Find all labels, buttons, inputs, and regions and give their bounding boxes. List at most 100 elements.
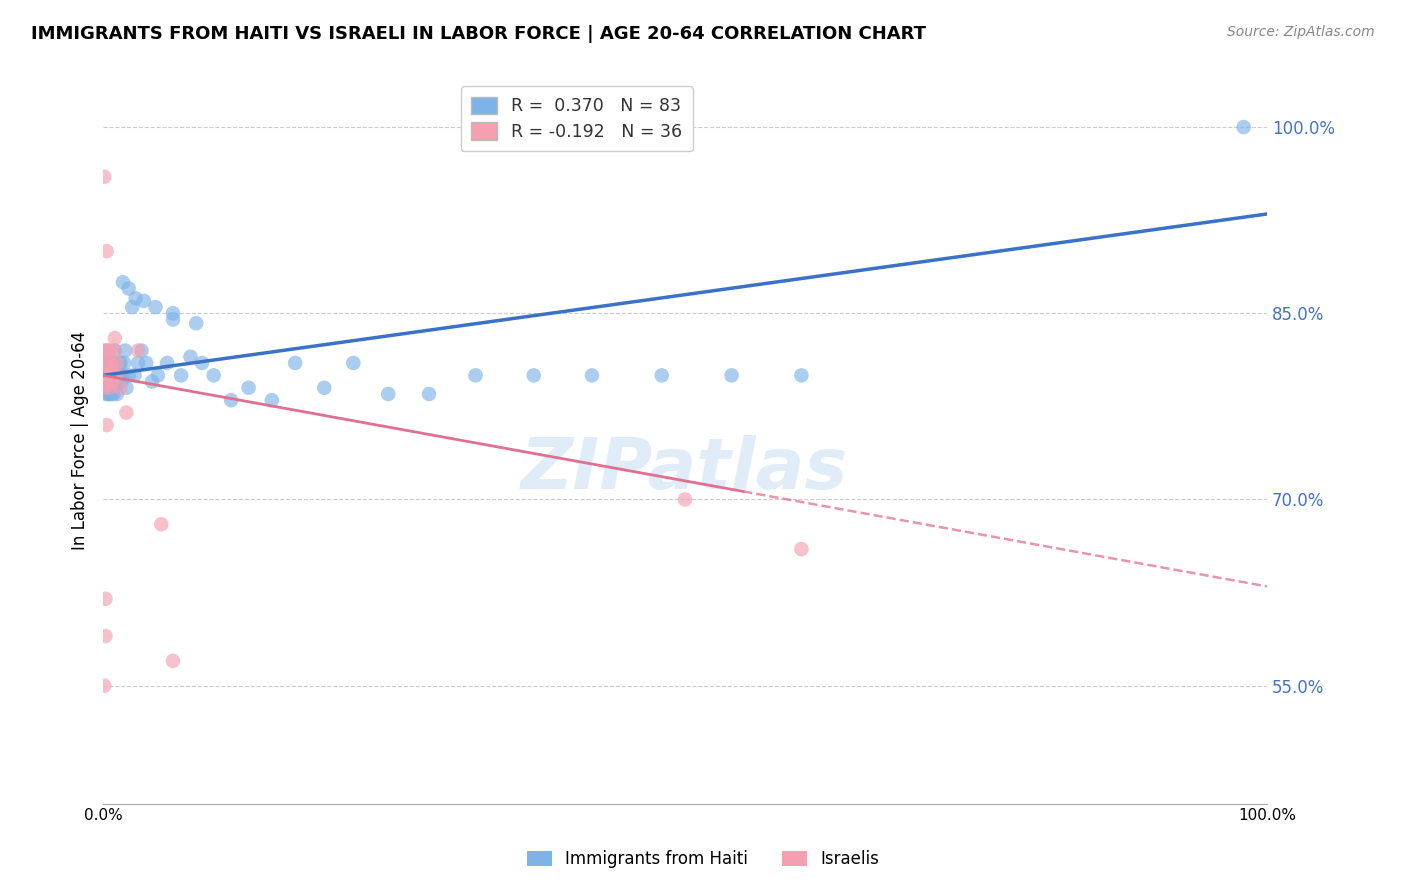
Point <box>96 381 118 395</box>
Point <box>97 381 120 395</box>
Point <box>111 368 134 383</box>
Point <box>111 275 134 289</box>
Point <box>96 368 118 383</box>
Point <box>98 368 121 383</box>
Point <box>94 375 117 389</box>
Point <box>127 343 149 358</box>
Point <box>96 343 118 358</box>
Point <box>162 306 184 320</box>
Point <box>98 381 121 395</box>
Point <box>104 368 127 383</box>
Point <box>162 312 184 326</box>
Point <box>132 293 155 308</box>
Point <box>342 356 364 370</box>
Point <box>162 654 184 668</box>
Point <box>238 381 260 395</box>
Point <box>94 368 117 383</box>
Point <box>523 368 546 383</box>
Point <box>98 387 121 401</box>
Text: ZIPatlas: ZIPatlas <box>522 435 849 504</box>
Point <box>146 368 169 383</box>
Y-axis label: In Labor Force | Age 20-64: In Labor Force | Age 20-64 <box>72 331 89 550</box>
Point <box>96 356 118 370</box>
Point <box>97 387 120 401</box>
Point <box>260 393 283 408</box>
Point <box>131 343 153 358</box>
Point <box>141 375 163 389</box>
Point <box>219 393 242 408</box>
Point <box>112 356 135 370</box>
Point <box>101 381 124 395</box>
Point <box>100 356 122 370</box>
Point <box>651 368 673 383</box>
Point <box>104 381 127 395</box>
Point <box>1233 120 1256 134</box>
Point <box>104 375 127 389</box>
Point <box>111 375 134 389</box>
Point <box>100 381 122 395</box>
Point <box>115 406 138 420</box>
Point <box>96 244 118 259</box>
Legend: R =  0.370   N = 83, R = -0.192   N = 36: R = 0.370 N = 83, R = -0.192 N = 36 <box>461 87 693 152</box>
Legend: Immigrants from Haiti, Israelis: Immigrants from Haiti, Israelis <box>520 844 886 875</box>
Point <box>135 356 157 370</box>
Point <box>145 300 167 314</box>
Point <box>100 387 122 401</box>
Point <box>150 517 173 532</box>
Point <box>581 368 603 383</box>
Point <box>100 375 122 389</box>
Point <box>93 169 115 184</box>
Point <box>179 350 201 364</box>
Point <box>104 343 127 358</box>
Point <box>96 417 118 432</box>
Point <box>156 356 179 370</box>
Point <box>125 292 148 306</box>
Point <box>98 356 121 370</box>
Point <box>97 387 120 401</box>
Point <box>115 381 138 395</box>
Point <box>103 387 125 401</box>
Point <box>96 368 118 383</box>
Point <box>104 343 127 358</box>
Point <box>98 381 121 395</box>
Point <box>97 368 120 383</box>
Point <box>170 368 193 383</box>
Point <box>101 375 124 389</box>
Point <box>107 368 129 383</box>
Point <box>100 368 122 383</box>
Point <box>105 368 128 383</box>
Point <box>94 368 117 383</box>
Point <box>118 281 141 295</box>
Point <box>94 356 117 370</box>
Point <box>118 368 141 383</box>
Point <box>284 356 307 370</box>
Point <box>96 375 118 389</box>
Point <box>97 375 120 389</box>
Point <box>127 356 149 370</box>
Point <box>103 368 125 383</box>
Point <box>790 368 813 383</box>
Point <box>104 368 127 383</box>
Point <box>104 356 127 370</box>
Point <box>314 381 336 395</box>
Point <box>97 368 120 383</box>
Point <box>202 368 225 383</box>
Point <box>97 381 120 395</box>
Point <box>377 387 399 401</box>
Point <box>101 368 124 383</box>
Point <box>110 368 132 383</box>
Point <box>97 343 120 358</box>
Point <box>101 356 124 370</box>
Point <box>790 542 813 557</box>
Point <box>110 356 132 370</box>
Point <box>94 591 117 606</box>
Point <box>94 350 117 364</box>
Point <box>97 368 120 383</box>
Point <box>96 387 118 401</box>
Point <box>94 629 117 643</box>
Point <box>93 368 115 383</box>
Point <box>121 300 143 314</box>
Point <box>97 362 120 376</box>
Point <box>104 331 127 345</box>
Point <box>105 356 128 370</box>
